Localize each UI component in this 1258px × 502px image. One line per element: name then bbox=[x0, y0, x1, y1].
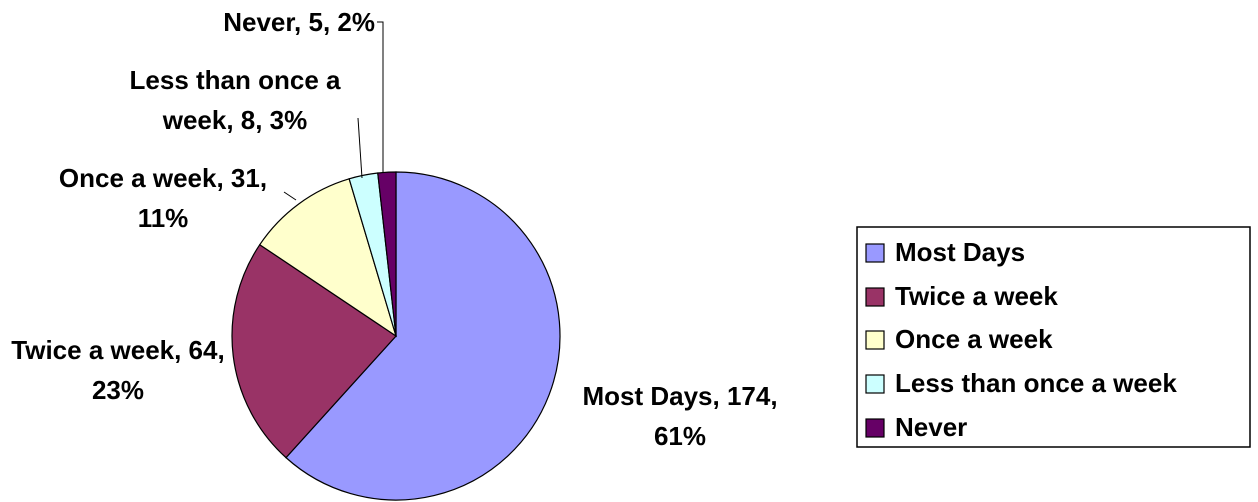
legend-label: Most Days bbox=[895, 237, 1025, 267]
data-label: Never, 5, 2% bbox=[223, 7, 375, 37]
pie-slice bbox=[285, 171, 561, 501]
legend-label: Once a week bbox=[895, 324, 1053, 354]
legend-swatch bbox=[865, 287, 885, 307]
leader-lines bbox=[283, 21, 384, 201]
legend-swatch bbox=[865, 418, 885, 438]
legend-label: Less than once a week bbox=[895, 368, 1177, 398]
leader-line bbox=[283, 191, 297, 201]
legend-label: Never bbox=[895, 412, 967, 442]
leader-line bbox=[377, 21, 384, 172]
legend: Most Days Twice a week Once a week Less tha… bbox=[865, 237, 1177, 442]
pie-slice bbox=[231, 243, 397, 459]
legend-swatch bbox=[865, 330, 885, 350]
data-label: Once a week, 31, 11% bbox=[58, 163, 268, 233]
pie bbox=[231, 171, 561, 501]
legend-swatch bbox=[865, 243, 885, 263]
legend-swatch bbox=[865, 374, 885, 394]
data-label: Most Days, 174, 61% bbox=[582, 381, 778, 451]
legend-label: Twice a week bbox=[895, 281, 1058, 311]
pie-slice bbox=[258, 178, 398, 338]
legend-box bbox=[856, 226, 1251, 448]
data-label: Twice a week, 64, 23% bbox=[11, 335, 225, 405]
leader-line bbox=[357, 117, 363, 179]
data-label: Less than once a week, 8, 3% bbox=[129, 65, 341, 135]
pie-slice bbox=[377, 171, 397, 337]
